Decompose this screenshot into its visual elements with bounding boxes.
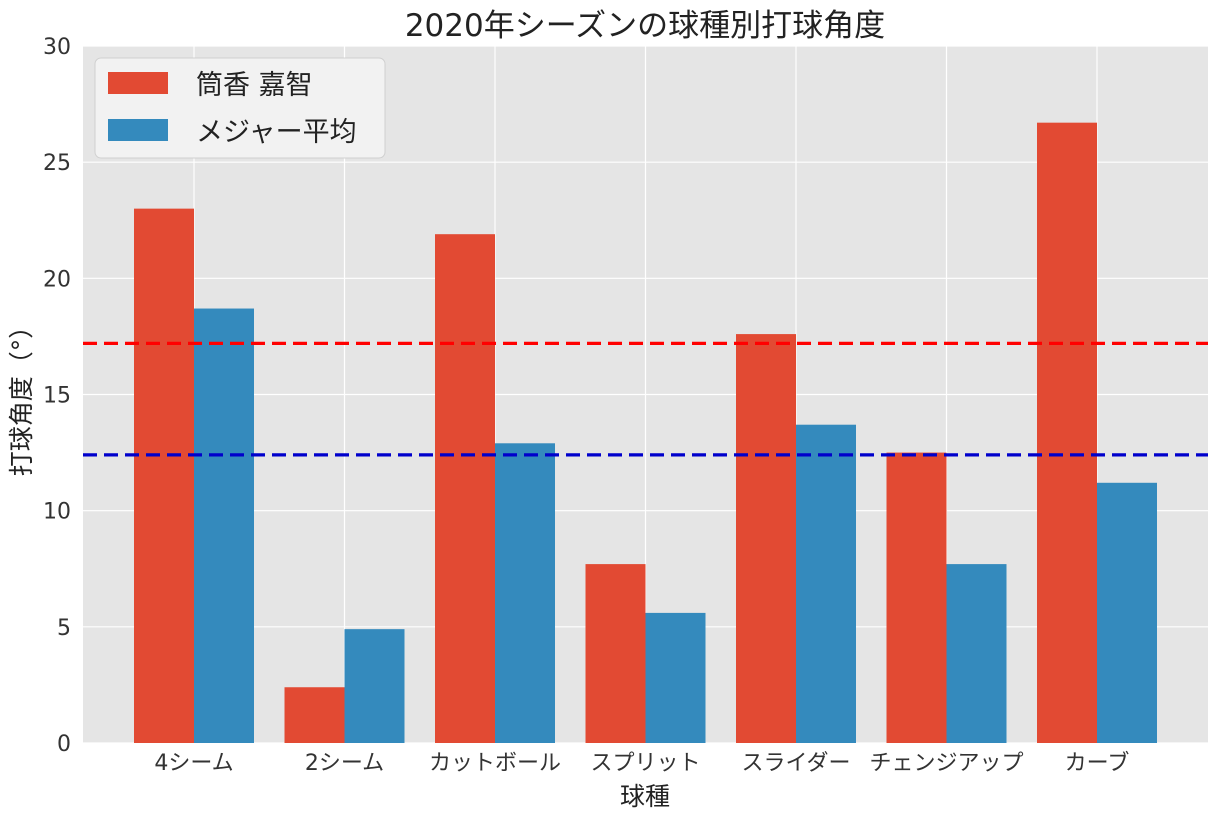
x-tick-label-6: カーブ: [1065, 751, 1130, 776]
bar-series1-6: [1097, 482, 1157, 743]
x-axis-ticks: 4シーム 2シーム カットボール スプリット スライダー チェンジアップ カーブ: [154, 751, 1129, 776]
y-tick-label-5: 25: [43, 151, 71, 176]
bar-series1-2: [495, 443, 555, 743]
bars: [134, 122, 1157, 744]
bar-series1-0: [194, 308, 254, 743]
y-tick-label-6: 30: [43, 35, 71, 60]
y-axis-ticks: 0 5 10 15 20 25 30: [43, 35, 71, 757]
y-tick-label-4: 20: [43, 267, 71, 292]
y-tick-label-2: 10: [43, 500, 71, 525]
bar-series0-5: [886, 452, 947, 743]
legend-swatch-mlb-average: [108, 119, 168, 141]
bar-series1-4: [796, 424, 856, 743]
y-tick-label-3: 15: [43, 384, 71, 409]
y-tick-label-0: 0: [57, 732, 71, 757]
y-tick-label-1: 5: [57, 616, 71, 641]
x-tick-label-4: スライダー: [741, 751, 850, 776]
chart-title: 2020年シーズンの球種別打球角度: [405, 8, 885, 44]
bar-series1-3: [645, 612, 706, 743]
bar-series0-0: [134, 208, 194, 744]
legend-swatch-tsutsugo: [108, 72, 168, 94]
x-tick-label-2: カットボール: [429, 751, 561, 776]
y-axis-label: 打球角度（°）: [7, 314, 36, 477]
bar-series1-5: [946, 564, 1007, 743]
x-axis-label: 球種: [620, 782, 670, 811]
x-tick-label-5: チェンジアップ: [869, 751, 1023, 776]
reference-lines: [83, 341, 1208, 457]
bar-series0-1: [284, 687, 345, 743]
legend-label-mlb-average: メジャー平均: [196, 117, 357, 148]
bar-series0-4: [736, 334, 796, 743]
bar-series0-2: [435, 234, 495, 743]
bar-series1-1: [344, 629, 405, 743]
x-tick-label-0: 4シーム: [154, 751, 233, 776]
legend: 筒香 嘉智 メジャー平均: [94, 57, 386, 159]
x-tick-label-3: スプリット: [590, 751, 700, 776]
x-tick-label-1: 2シーム: [305, 751, 384, 776]
legend-label-tsutsugo: 筒香 嘉智: [196, 70, 313, 101]
bar-series0-3: [585, 564, 646, 743]
bar-series0-6: [1037, 122, 1097, 744]
